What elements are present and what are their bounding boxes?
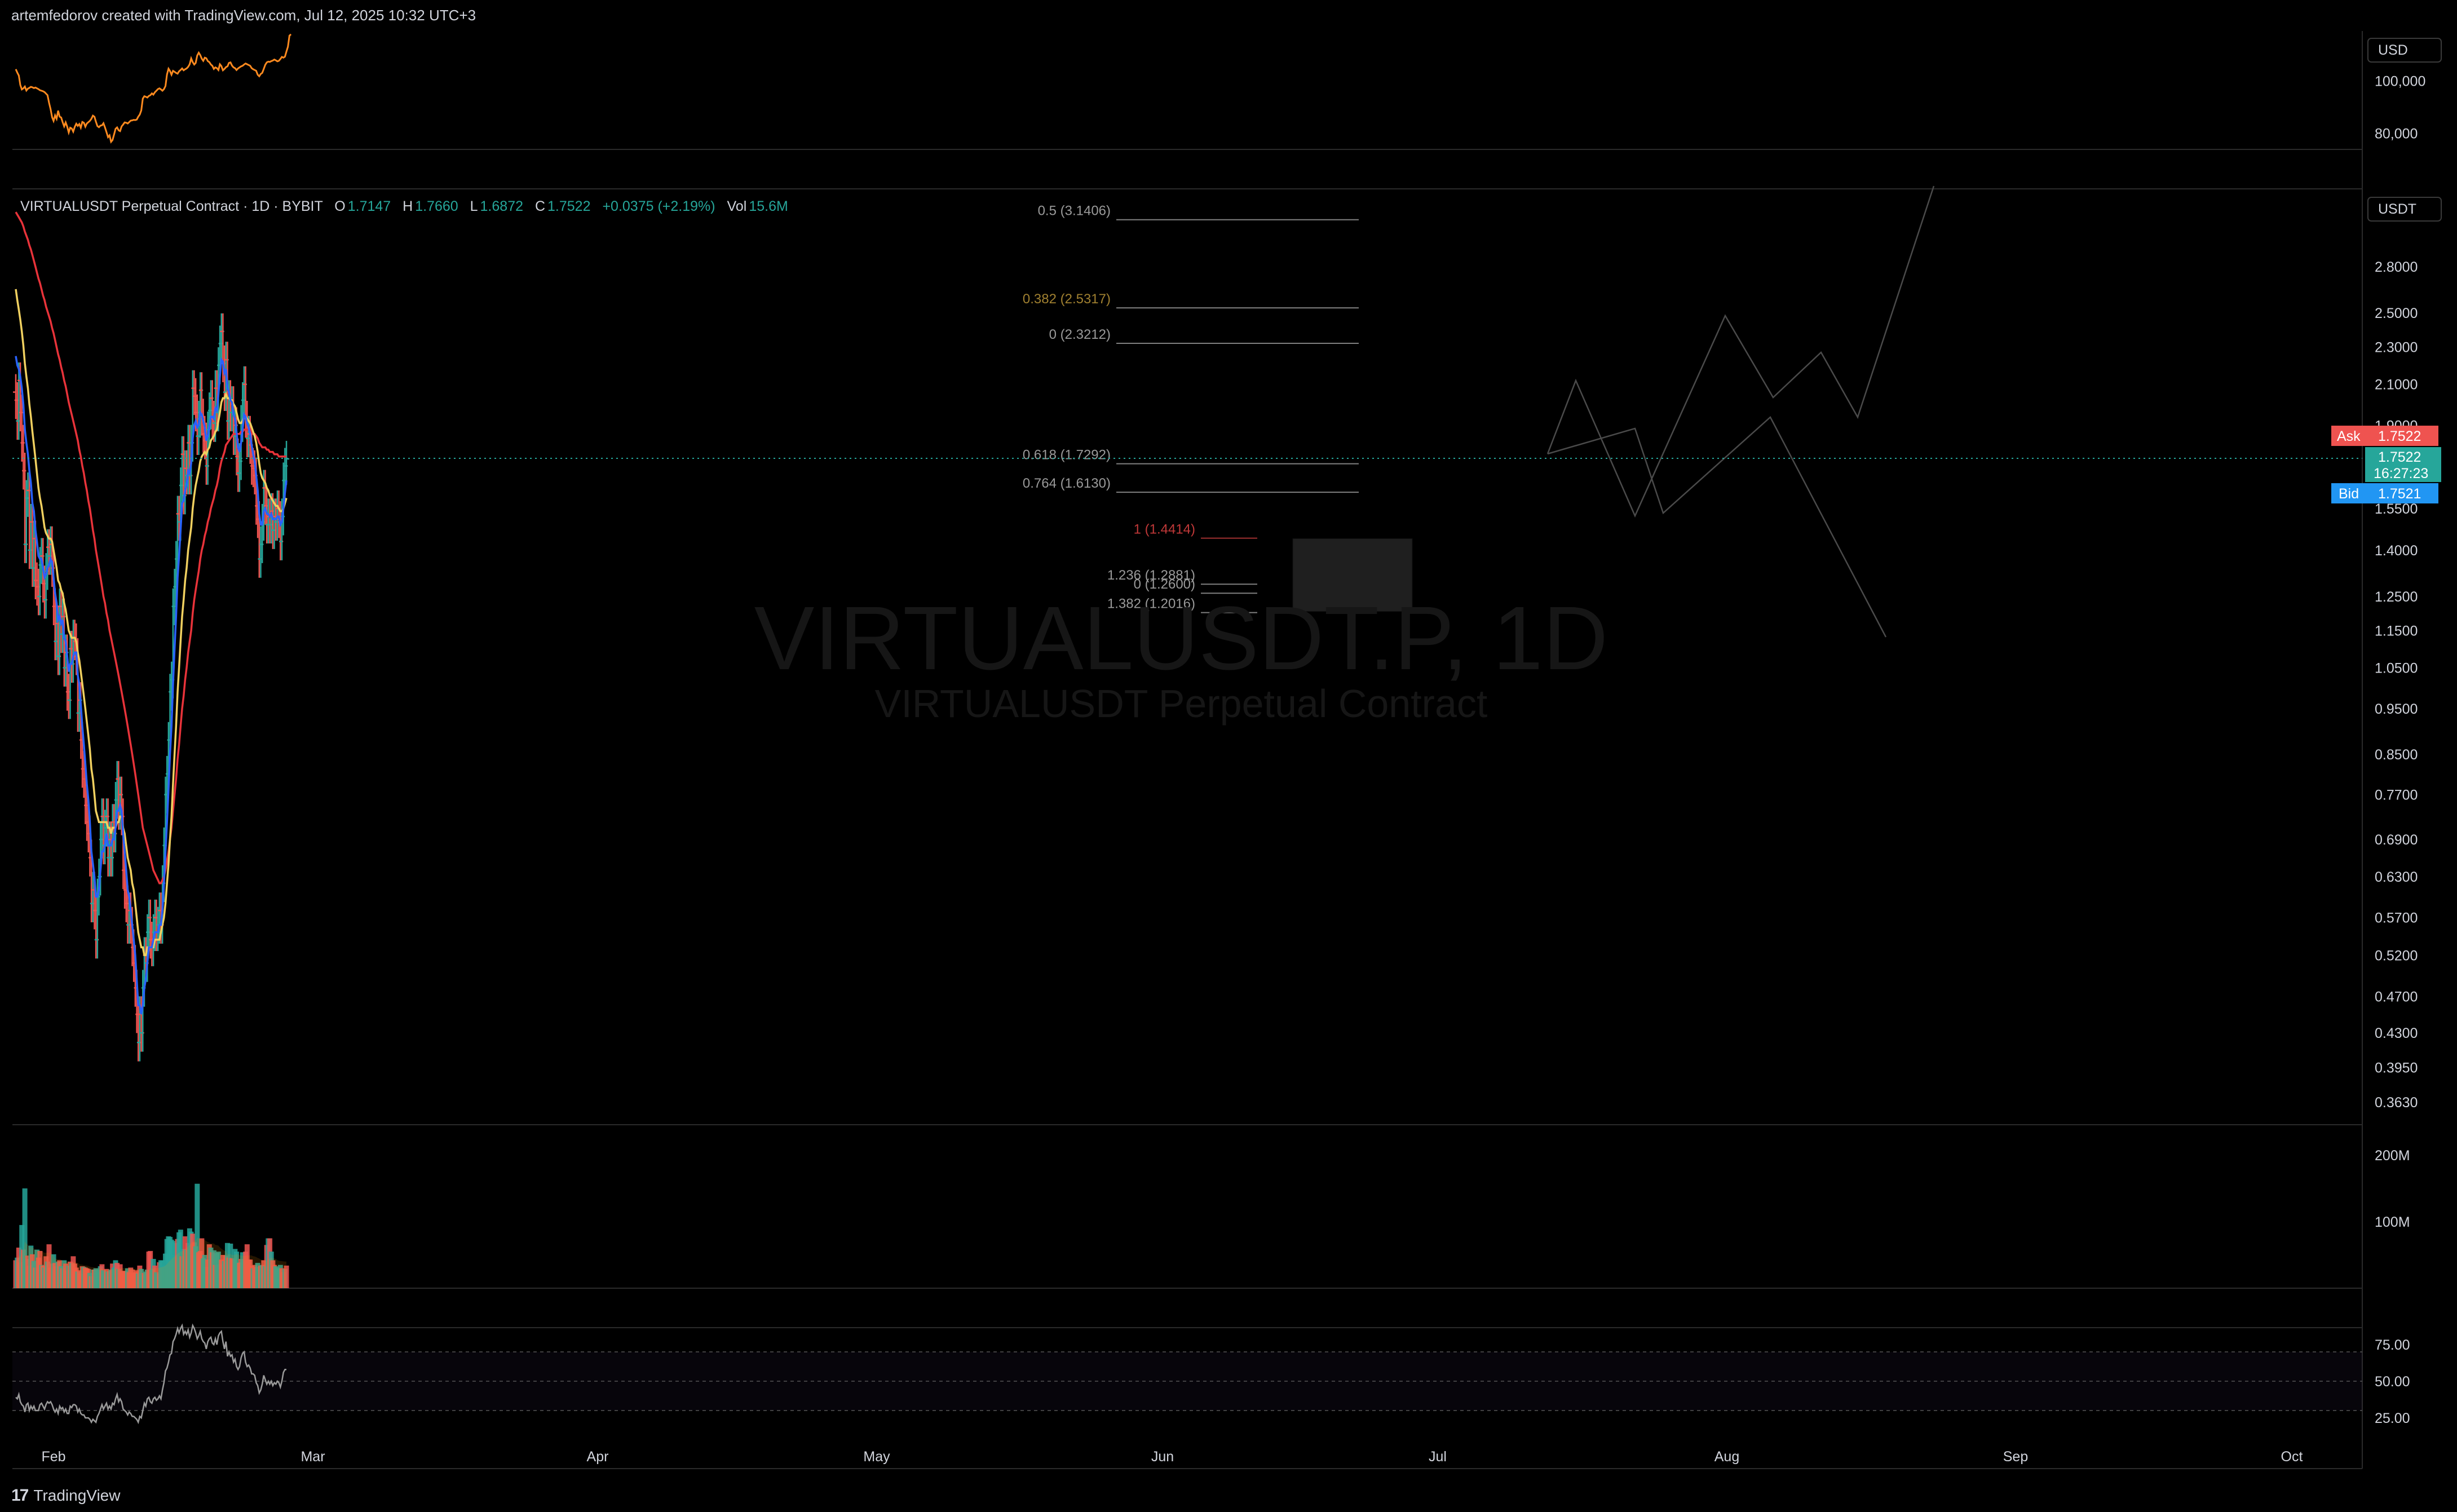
- tradingview-brand: TradingView: [33, 1487, 121, 1504]
- time-axis-tick-3: May: [863, 1449, 890, 1465]
- currency-box-usd: [2367, 38, 2442, 63]
- volume-panel: [13, 1183, 289, 1288]
- price-axis-tick-20: 0.3950: [2375, 1060, 2418, 1076]
- currency-label-usdt: USDT: [2378, 201, 2416, 217]
- legend-volume: 15.6M: [749, 198, 788, 214]
- price-axis-tick-12: 0.8500: [2375, 747, 2418, 763]
- price-axis-tick-16: 0.5700: [2375, 910, 2418, 926]
- time-axis-tick-1: Mar: [301, 1449, 325, 1465]
- fibonacci-drawing[interactable]: 0.5 (3.1406) 0.382 (2.5317) 0 (2.3212) 0.61…: [1023, 185, 1935, 638]
- time-axis-tick-5: Jul: [1429, 1449, 1447, 1465]
- legend-low: 1.6872: [480, 198, 523, 214]
- price-axis-tick-21: 0.3630: [2375, 1095, 2418, 1111]
- bid-label: Bid: [2339, 486, 2359, 502]
- time-axis-tick-6: Aug: [1714, 1449, 1739, 1465]
- volume-axis-tick-0: 200M: [2375, 1148, 2410, 1164]
- fib-level-label-1: 0.382 (2.5317): [1023, 291, 1111, 307]
- fib-level-label-2: 0 (2.3212): [1049, 327, 1111, 342]
- price-axis-tick-19: 0.4300: [2375, 1025, 2418, 1041]
- price-axis-tick-10: 1.0500: [2375, 661, 2418, 677]
- ema-fast-line: [15, 356, 288, 1015]
- price-axis-tick-13: 0.7700: [2375, 787, 2418, 803]
- price-axis-tick-6: 1.5500: [2375, 501, 2418, 517]
- volume-bar-179: [284, 1265, 289, 1288]
- rsi-line: [15, 1323, 286, 1425]
- target-zone-box: [1292, 538, 1413, 612]
- attribution-text: artemfedorov created with TradingView.co…: [11, 7, 476, 24]
- price-axis-tick-7: 1.4000: [2375, 543, 2418, 559]
- legend-symbol: VIRTUALUSDT Perpetual Contract · 1D · BY…: [20, 198, 323, 214]
- projection-path-up: [1546, 185, 1935, 518]
- price-axis-tick-9: 1.1500: [2375, 624, 2418, 639]
- fib-level-label-3: 0.618 (1.7292): [1023, 448, 1111, 463]
- legend-high: 1.7660: [415, 198, 458, 214]
- price-axis-tick-0: 2.8000: [2375, 259, 2418, 275]
- last-price-value: 1.7522: [2378, 449, 2421, 465]
- legend-open-label: O: [334, 198, 346, 214]
- legend-change: +0.0375 (+2.19%): [602, 198, 715, 214]
- volume-bar-22: [46, 1244, 52, 1288]
- price-axis-tick-11: 0.9500: [2375, 701, 2418, 717]
- bid-value: 1.7521: [2378, 486, 2421, 502]
- projection-path-down: [1547, 415, 1887, 638]
- bid-tag: [2331, 483, 2374, 504]
- last-price-tag: [2365, 447, 2441, 483]
- price-axis-tick-15: 0.6300: [2375, 869, 2418, 885]
- legend-low-label: L: [470, 198, 478, 214]
- time-axis-tick-0: Feb: [41, 1449, 65, 1465]
- rsi-axis-tick-0: 75.00: [2375, 1337, 2410, 1353]
- fib-level-label-0: 0.5 (3.1406): [1038, 204, 1111, 219]
- fib-level-label-8: 1.382 (1.2016): [1107, 596, 1195, 612]
- price-axis-tick-3: 2.1000: [2375, 377, 2418, 393]
- fib-level-label-6: 1.236 (1.2881): [1107, 568, 1195, 583]
- price-axis: USD 100,000 80,000 USDT 2.8000 2.5000 2.3000 2.…: [2331, 38, 2442, 1426]
- time-axis-tick-7: Sep: [2003, 1449, 2028, 1465]
- btc-axis-tick-1: 80,000: [2375, 126, 2418, 142]
- tradingview-logo[interactable]: 17 TradingView: [11, 1486, 120, 1505]
- bid-value-tag: [2374, 483, 2438, 504]
- price-axis-tick-18: 0.4700: [2375, 989, 2418, 1005]
- price-axis-tick-17: 0.5200: [2375, 948, 2418, 963]
- ema-slow-line: [15, 211, 286, 885]
- time-axis: Feb Mar Apr May Jun Jul Aug Sep Oct: [41, 1449, 2303, 1465]
- fib-level-label-7: 0 (1.2600): [1134, 577, 1195, 592]
- rsi-axis-tick-2: 25.00: [2375, 1411, 2410, 1426]
- rsi-panel: [12, 1323, 2362, 1425]
- volume-bar-6: [22, 1188, 28, 1288]
- fib-level-label-4: 0.764 (1.6130): [1023, 476, 1111, 491]
- time-axis-tick-2: Apr: [587, 1449, 609, 1465]
- legend-close: 1.7522: [547, 198, 591, 214]
- btc-axis-tick-0: 100,000: [2375, 74, 2425, 90]
- ask-label: Ask: [2337, 428, 2361, 444]
- volume-ma-area: [16, 1237, 287, 1288]
- price-axis-tick-2: 2.3000: [2375, 340, 2418, 356]
- price-axis-tick-8: 1.2500: [2375, 589, 2418, 605]
- legend-vol-label: Vol: [727, 198, 747, 214]
- ask-value-tag: [2374, 426, 2438, 446]
- bar-countdown: 16:27:23: [2374, 466, 2428, 481]
- volume-axis-tick-1: 100M: [2375, 1214, 2410, 1230]
- fib-level-label-5: 1 (1.4414): [1134, 522, 1195, 537]
- time-axis-tick-4: Jun: [1151, 1449, 1174, 1465]
- tradingview-logo-icon: 17: [11, 1486, 29, 1505]
- ask-tag: [2331, 426, 2374, 446]
- btc-overlay-panel: [15, 33, 292, 144]
- btc-series-line: [15, 33, 292, 144]
- price-panel: [12, 211, 2362, 1062]
- rsi-axis-tick-1: 50.00: [2375, 1374, 2410, 1390]
- legend-close-label: C: [534, 198, 546, 214]
- ask-value: 1.7522: [2378, 428, 2421, 444]
- currency-box-usdt: [2367, 197, 2442, 222]
- legend-open: 1.7147: [347, 198, 391, 214]
- panel-separators: [12, 31, 2363, 1469]
- price-axis-tick-1: 2.5000: [2375, 306, 2418, 321]
- time-axis-tick-8: Oct: [2281, 1449, 2303, 1465]
- price-axis-tick-14: 0.6900: [2375, 832, 2418, 848]
- symbol-legend[interactable]: VIRTUALUSDT Perpetual Contract · 1D · BY…: [20, 198, 788, 215]
- volume-bar-120: [195, 1183, 200, 1288]
- currency-label-usd: USD: [2378, 42, 2408, 58]
- legend-high-label: H: [403, 198, 413, 214]
